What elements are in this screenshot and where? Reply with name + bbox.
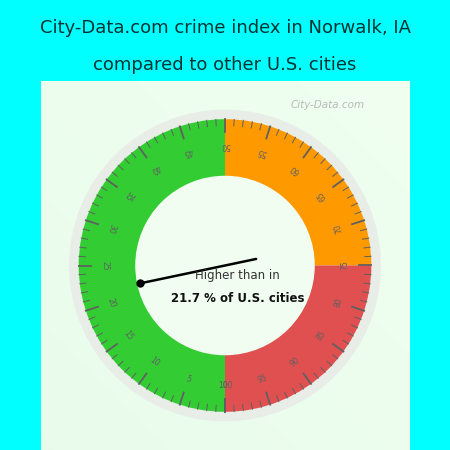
Text: 21.7 % of U.S. cities: 21.7 % of U.S. cities bbox=[171, 292, 305, 305]
Wedge shape bbox=[225, 119, 371, 266]
Text: 5: 5 bbox=[184, 374, 192, 384]
Text: 35: 35 bbox=[122, 189, 135, 202]
Text: 95: 95 bbox=[256, 374, 268, 385]
Text: 20: 20 bbox=[105, 297, 117, 308]
Circle shape bbox=[136, 176, 314, 355]
Text: City-Data.com: City-Data.com bbox=[291, 100, 365, 110]
Text: 25: 25 bbox=[101, 261, 110, 270]
Text: 30: 30 bbox=[105, 222, 117, 234]
Text: compared to other U.S. cities: compared to other U.S. cities bbox=[93, 56, 357, 74]
Wedge shape bbox=[79, 119, 225, 412]
Text: 55: 55 bbox=[256, 146, 268, 158]
Text: 80: 80 bbox=[333, 297, 345, 308]
Circle shape bbox=[70, 110, 380, 421]
Text: 100: 100 bbox=[218, 381, 232, 390]
Text: 45: 45 bbox=[182, 146, 194, 158]
Text: City-Data.com crime index in Norwalk, IA: City-Data.com crime index in Norwalk, IA bbox=[40, 19, 410, 37]
Text: 50: 50 bbox=[220, 141, 230, 150]
Text: 90: 90 bbox=[289, 356, 302, 369]
Text: Higher than in: Higher than in bbox=[195, 269, 280, 282]
Text: 15: 15 bbox=[122, 329, 135, 342]
Text: 75: 75 bbox=[340, 261, 349, 270]
Text: 0: 0 bbox=[223, 381, 227, 390]
Wedge shape bbox=[225, 266, 371, 412]
Text: 65: 65 bbox=[315, 189, 328, 202]
Text: 85: 85 bbox=[315, 329, 328, 342]
Text: 60: 60 bbox=[289, 162, 302, 175]
Text: 40: 40 bbox=[148, 162, 161, 175]
Text: 10: 10 bbox=[148, 356, 161, 369]
Text: 70: 70 bbox=[333, 222, 345, 234]
